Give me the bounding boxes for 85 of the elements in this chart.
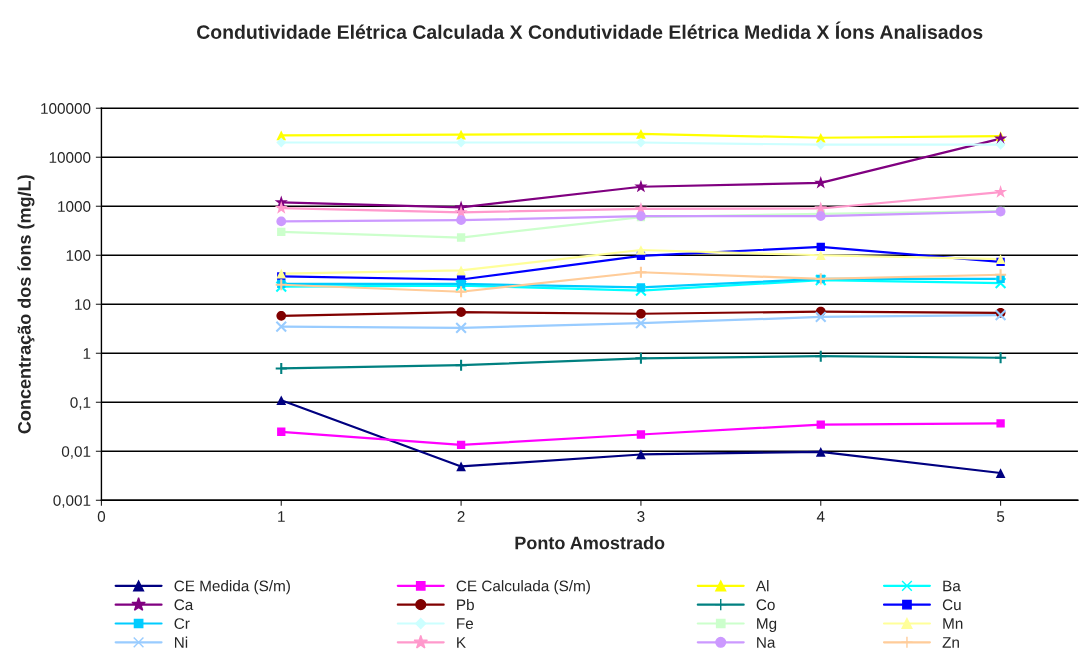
y-tick-label: 10	[75, 299, 91, 310]
point	[274, 361, 288, 376]
x-tick-label: 1	[278, 511, 285, 522]
legend-label: Co	[756, 599, 775, 611]
point	[995, 468, 1006, 478]
x-tick-label: 3	[637, 511, 645, 522]
legend-label: Na	[757, 637, 776, 648]
point	[994, 268, 1008, 282]
legend-label: Ba	[943, 580, 961, 592]
point	[636, 449, 646, 460]
legend-label: Cr	[174, 618, 190, 629]
legend-label: Fe	[457, 618, 474, 629]
x-tick-label: 4	[816, 511, 825, 522]
point	[816, 420, 825, 429]
point	[636, 129, 646, 139]
point	[454, 358, 468, 372]
legend-label: Al	[755, 580, 769, 592]
point	[814, 349, 828, 363]
y-tick-label: 100	[66, 250, 91, 261]
point	[276, 310, 287, 321]
point	[996, 419, 1005, 428]
point	[276, 395, 287, 406]
point	[636, 137, 646, 148]
point	[455, 321, 467, 334]
point	[456, 265, 466, 276]
point	[635, 317, 647, 330]
y-tick-label: 0,01	[61, 446, 91, 459]
legend-label: CE Calculada (S/m)	[456, 580, 590, 595]
point	[635, 284, 647, 297]
point	[454, 205, 468, 218]
y-tick-label: 0,1	[70, 397, 91, 410]
x-tick-label: 0	[97, 511, 106, 522]
y-tick-label: 0,001	[53, 495, 91, 508]
legend-label: Mn	[943, 618, 963, 629]
point	[994, 351, 1008, 365]
point	[456, 461, 466, 472]
point	[456, 233, 466, 242]
point	[454, 285, 468, 299]
point	[993, 185, 1008, 198]
y-tick-label: 1	[83, 348, 91, 359]
point	[814, 175, 828, 189]
point	[456, 307, 466, 318]
point	[994, 309, 1007, 322]
legend-label: Ca	[174, 599, 194, 611]
point	[636, 245, 646, 255]
point	[994, 277, 1007, 290]
point	[277, 427, 286, 436]
point	[815, 447, 826, 457]
point	[815, 250, 826, 261]
x-tick-label: 2	[457, 511, 465, 522]
point	[276, 216, 287, 227]
legend-label: Ni	[174, 636, 188, 648]
point	[634, 351, 648, 365]
x-axis-title: Ponto Amostrado	[515, 536, 665, 550]
legend-label: Pb	[457, 598, 474, 611]
y-tick-label: 100000	[41, 103, 91, 114]
y-axis-title: Concentração dos íons (mg/L)	[17, 175, 35, 434]
point	[456, 215, 466, 226]
chart-title: Condutividade Elétrica Calculada X Condutividade Elétrica Medida X Íons Analisados	[197, 21, 983, 39]
point	[275, 320, 288, 333]
point	[634, 179, 648, 193]
point	[636, 283, 646, 292]
legend-label: Mg	[757, 618, 777, 633]
point	[815, 139, 826, 150]
point	[816, 242, 825, 252]
point	[634, 265, 648, 279]
point	[277, 227, 286, 237]
y-tick-label: 10000	[49, 152, 91, 163]
point	[995, 139, 1006, 150]
legend-label: Cu	[942, 599, 961, 611]
y-tick-label: 1000	[58, 201, 91, 212]
legend-label: K	[457, 637, 466, 648]
point	[636, 308, 646, 319]
legend-label: CE Medida (S/m)	[174, 580, 290, 595]
point	[814, 311, 827, 323]
point	[456, 137, 466, 148]
point	[993, 131, 1008, 145]
point	[456, 440, 466, 450]
point	[276, 268, 287, 279]
point	[274, 201, 288, 214]
point	[276, 137, 287, 148]
legend-label: Zn	[942, 637, 959, 648]
point	[814, 201, 828, 215]
x-tick-label: 5	[996, 511, 1005, 522]
point	[636, 430, 646, 439]
